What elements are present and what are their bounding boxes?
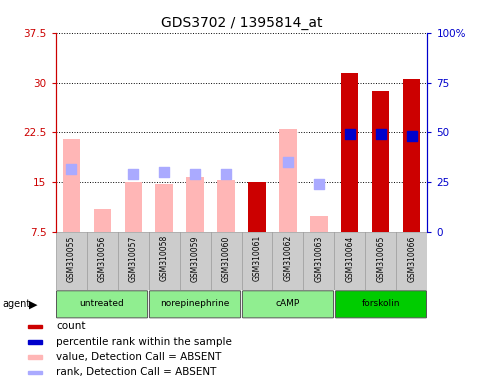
FancyBboxPatch shape [335, 291, 426, 318]
Text: count: count [56, 321, 85, 331]
Point [408, 133, 416, 139]
Text: GSM310059: GSM310059 [190, 235, 199, 281]
Text: value, Detection Call = ABSENT: value, Detection Call = ABSENT [56, 352, 221, 362]
Bar [248, 182, 266, 232]
Bar [28, 340, 42, 344]
Bar [311, 216, 327, 232]
Text: GSM310061: GSM310061 [253, 235, 261, 281]
Bar [125, 182, 142, 232]
Text: GSM310064: GSM310064 [345, 235, 355, 281]
Text: cAMP: cAMP [276, 299, 300, 308]
FancyBboxPatch shape [57, 291, 148, 318]
Bar [186, 177, 203, 232]
Text: rank, Detection Call = ABSENT: rank, Detection Call = ABSENT [56, 367, 216, 377]
FancyBboxPatch shape [242, 291, 334, 318]
Text: GSM310063: GSM310063 [314, 235, 324, 281]
Point [377, 131, 385, 137]
Bar [28, 371, 42, 374]
Text: GSM310065: GSM310065 [376, 235, 385, 281]
Text: GSM310060: GSM310060 [222, 235, 230, 281]
Point [346, 131, 354, 137]
Bar [341, 73, 358, 232]
Text: ▶: ▶ [28, 299, 37, 310]
Bar [372, 91, 389, 232]
Text: GSM310058: GSM310058 [159, 235, 169, 281]
Text: agent: agent [2, 299, 30, 310]
Text: GSM310062: GSM310062 [284, 235, 293, 281]
Bar [28, 355, 42, 359]
Bar [62, 139, 80, 232]
Text: forskolin: forskolin [362, 299, 400, 308]
Bar [28, 324, 42, 328]
FancyBboxPatch shape [149, 291, 241, 318]
Text: untreated: untreated [80, 299, 125, 308]
Text: GSM310055: GSM310055 [67, 235, 75, 281]
Point [160, 169, 168, 175]
Point [191, 171, 199, 177]
Bar [403, 79, 421, 232]
Title: GDS3702 / 1395814_at: GDS3702 / 1395814_at [161, 16, 322, 30]
Point [284, 159, 292, 166]
Bar [156, 184, 172, 232]
Text: GSM310057: GSM310057 [128, 235, 138, 281]
Bar [94, 209, 111, 232]
Point [222, 171, 230, 177]
Point [67, 166, 75, 172]
Bar [280, 129, 297, 232]
Point [129, 170, 137, 177]
Bar [217, 180, 235, 232]
Point [315, 180, 323, 187]
Text: GSM310056: GSM310056 [98, 235, 107, 281]
Text: norepinephrine: norepinephrine [160, 299, 230, 308]
Text: percentile rank within the sample: percentile rank within the sample [56, 337, 232, 347]
Text: GSM310066: GSM310066 [408, 235, 416, 281]
